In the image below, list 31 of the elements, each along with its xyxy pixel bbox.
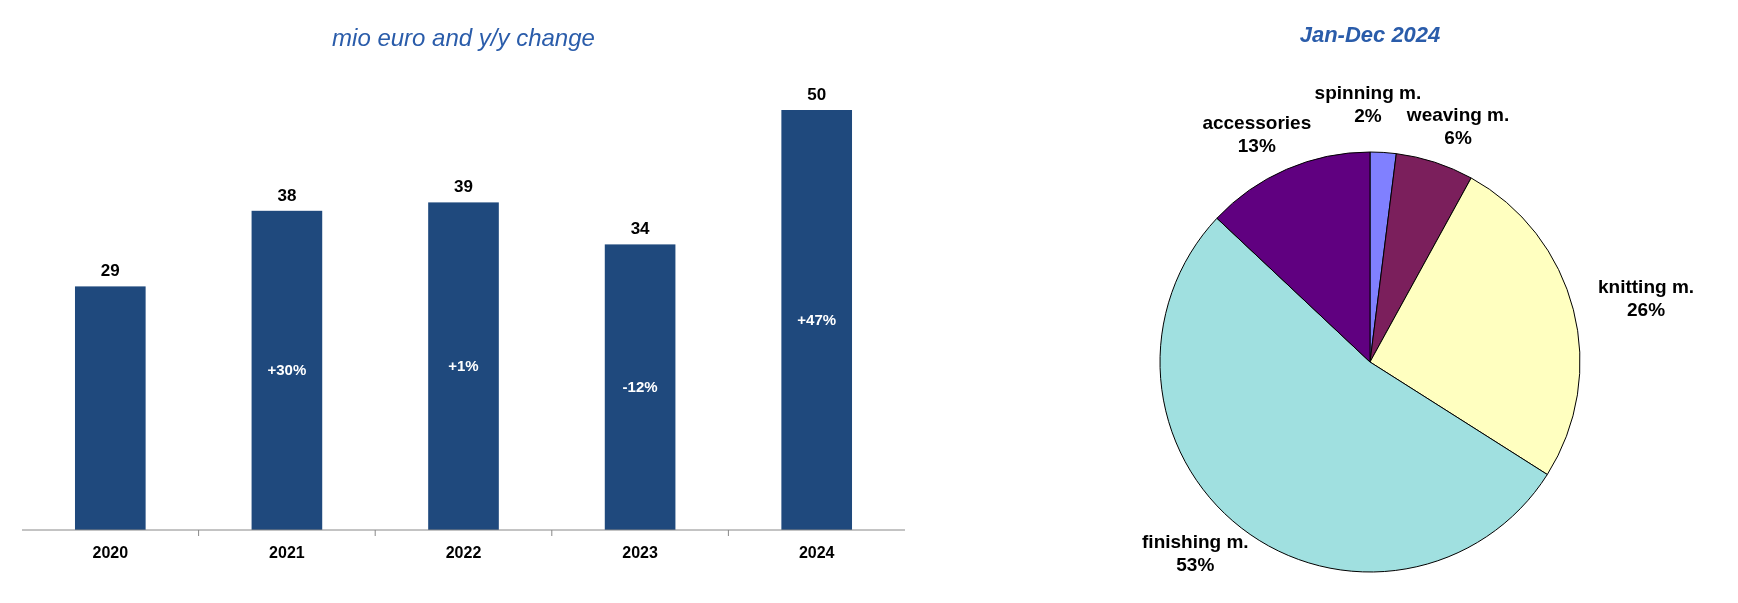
bar — [251, 210, 323, 530]
slice-label: spinning m. — [1314, 82, 1422, 104]
bar — [781, 110, 853, 530]
data-label: 53% — [1176, 553, 1215, 575]
annotation: +30% — [267, 361, 307, 379]
annotation: -12% — [622, 378, 658, 396]
data-label: 6% — [1444, 126, 1472, 148]
x-tick-label: 2020 — [92, 544, 129, 561]
data-label: 39 — [454, 177, 473, 197]
x-tick-label: 2022 — [445, 544, 482, 561]
slice-label: finishing m. — [1142, 530, 1249, 552]
data-label: 50 — [807, 85, 827, 104]
data-label: 13% — [1237, 135, 1276, 157]
data-label: 26% — [1627, 299, 1666, 321]
data-label: 2% — [1354, 105, 1382, 127]
chart-title: Jan-Dec 2024 — [1299, 22, 1441, 47]
bar — [604, 244, 676, 530]
data-label: 29 — [100, 261, 120, 281]
slice-label: accessories — [1202, 112, 1312, 134]
chart-title: mio euro and y/y change — [332, 24, 595, 51]
bar — [74, 286, 146, 530]
slice-label: weaving m. — [1405, 103, 1510, 125]
data-label: 38 — [277, 185, 297, 205]
x-tick-label: 2024 — [798, 544, 835, 561]
data-label: 34 — [630, 219, 651, 239]
annotation: +1% — [448, 357, 479, 375]
annotation: +47% — [797, 311, 837, 328]
bar — [428, 202, 499, 530]
slice-label: knitting m. — [1598, 276, 1695, 298]
x-tick-label: 2023 — [622, 544, 658, 561]
x-tick-label: 2021 — [269, 544, 305, 561]
